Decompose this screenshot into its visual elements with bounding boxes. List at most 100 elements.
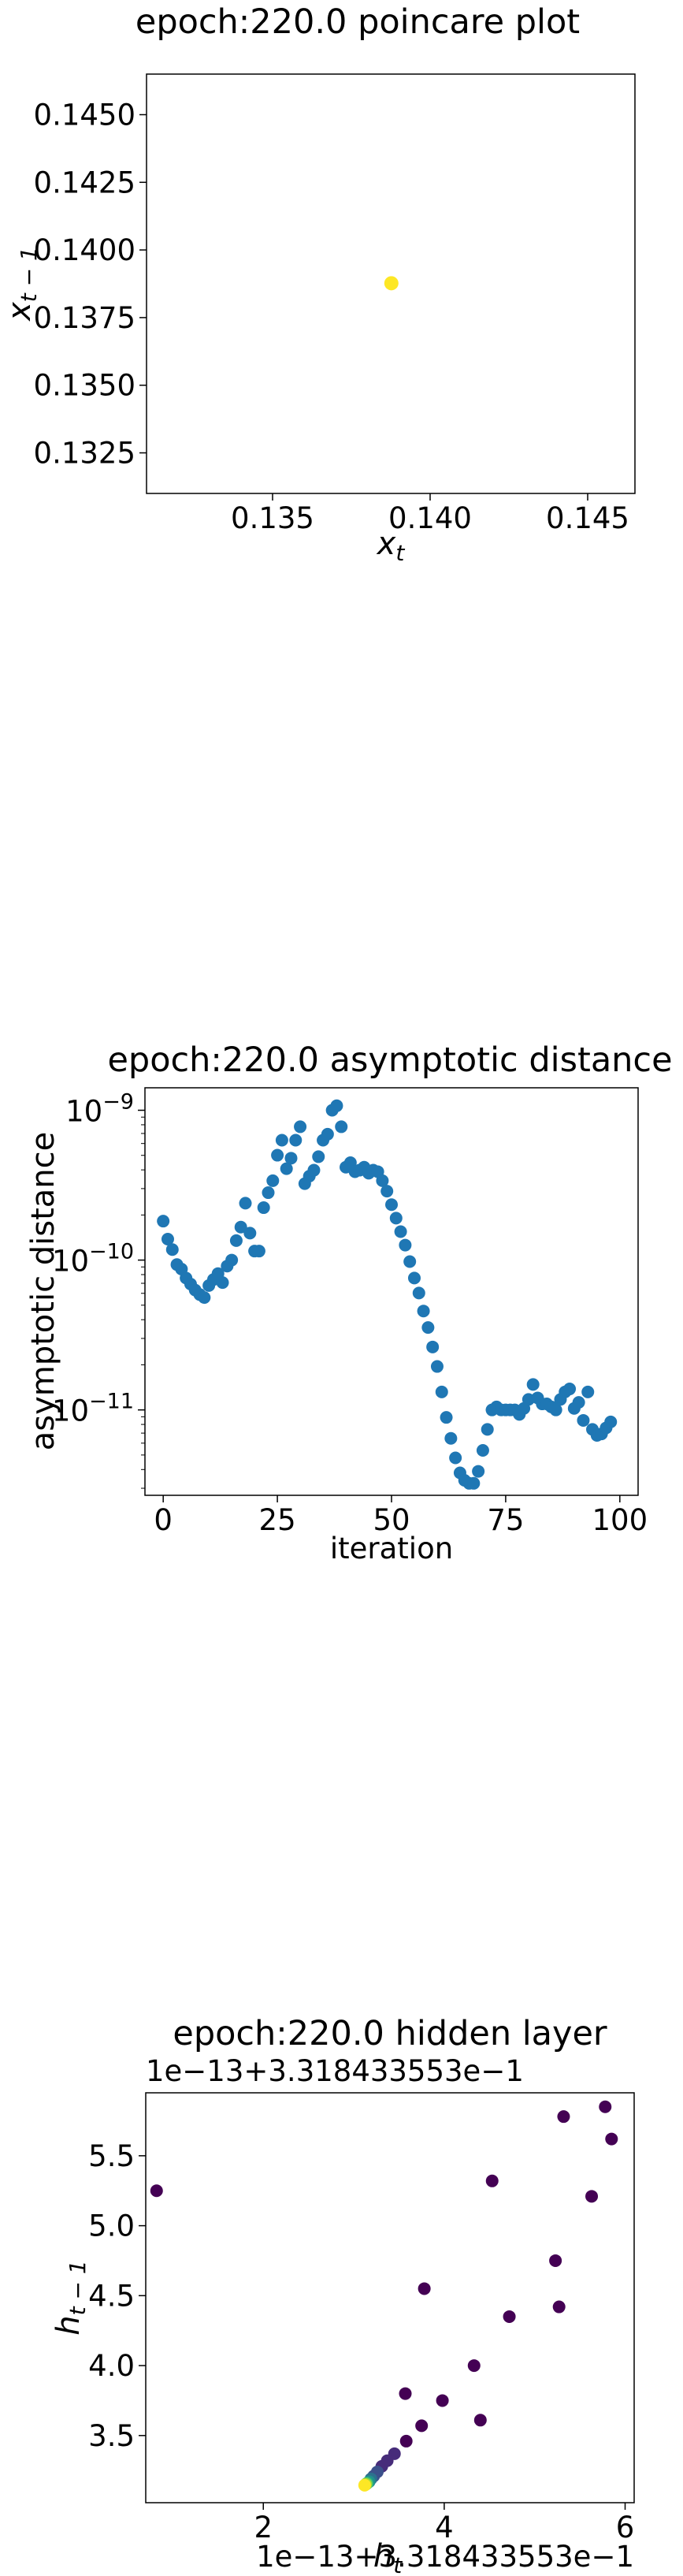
asymptotic-x-tick-label: 75 [487, 1503, 524, 1537]
poincare-plot-area [146, 73, 636, 494]
hidden-layer-point [503, 2310, 516, 2323]
asymptotic-point [417, 1305, 430, 1318]
hidden-layer-point [399, 2387, 412, 2400]
asymptotic-point [440, 1411, 453, 1424]
poincare-y-tick-label: 0.1450 [34, 98, 135, 132]
asymptotic-point [257, 1201, 270, 1215]
asymptotic-point [312, 1150, 325, 1163]
asymptotic-point [472, 1465, 485, 1478]
asymptotic-point [563, 1383, 577, 1396]
hidden-layer-point [358, 2478, 371, 2492]
asymptotic-point [161, 1232, 174, 1245]
asymptotic-x-label: iteration [330, 1532, 453, 1565]
hidden-layer-point [473, 2414, 487, 2427]
asymptotic-point [399, 1238, 412, 1252]
asymptotic-points [157, 1099, 618, 1490]
poincare-x-ticks: 0.135 0.140 0.145 [231, 493, 629, 535]
hidden-layer-point [436, 2394, 449, 2407]
asymptotic-point [266, 1174, 280, 1187]
hidden-layer-y-tick-label: 5.0 [88, 2209, 135, 2243]
asymptotic-point [330, 1099, 343, 1112]
hidden-layer-point [150, 2184, 163, 2198]
hidden-layer-point [467, 2359, 481, 2373]
hidden-layer-x-tick-label: 4 [435, 2511, 454, 2544]
asymptotic-point [430, 1360, 444, 1373]
asymptotic-point [234, 1220, 247, 1234]
asymptotic-point [407, 1271, 421, 1285]
asymptotic-point [216, 1276, 229, 1290]
hidden-layer-point [552, 2300, 566, 2314]
hidden-layer-title: epoch:220.0 hidden layer [173, 2014, 607, 2053]
poincare-chart: epoch:220.0 poincare plot 0.135 0.140 0.14… [2, 2, 636, 566]
poincare-title: epoch:220.0 poincare plot [135, 2, 580, 42]
hidden-layer-x-tick-label: 6 [616, 2511, 635, 2544]
poincare-y-tick-label: 0.1400 [34, 233, 135, 267]
poincare-y-ticks: 0.1325 0.1350 0.1375 0.1400 0.1425 0.1450 [34, 98, 147, 471]
asymptotic-x-tick-label: 50 [373, 1503, 410, 1537]
asymptotic-point [426, 1340, 440, 1353]
asymptotic-point [239, 1197, 252, 1210]
asymptotic-point [581, 1385, 595, 1398]
poincare-y-tick-label: 0.1425 [34, 166, 135, 199]
hidden-layer-chart: epoch:220.0 hidden layer 1e−13+3.3184335… [50, 2014, 635, 2576]
hidden-layer-point [549, 2254, 562, 2267]
asymptotic-point [252, 1245, 265, 1258]
asymptotic-point [225, 1253, 239, 1267]
asymptotic-y-tick-label: 10−11 [52, 1390, 134, 1428]
asymptotic-point [444, 1431, 458, 1445]
asymptotic-point [307, 1163, 321, 1177]
asymptotic-title: epoch:220.0 asymptotic distance [107, 1040, 672, 1080]
hidden-layer-point [418, 2282, 431, 2295]
asymptotic-point [403, 1255, 417, 1268]
asymptotic-point [385, 1198, 398, 1212]
asymptotic-distance-chart: epoch:220.0 asymptotic distance 0 25 50 75 1… [25, 1040, 673, 1565]
asymptotic-x-tick-label: 25 [259, 1503, 296, 1537]
hidden-layer-point [599, 2100, 612, 2113]
asymptotic-point [157, 1215, 170, 1228]
hidden-layer-y-tick-label: 3.5 [88, 2419, 135, 2453]
asymptotic-point [572, 1396, 585, 1409]
asymptotic-point [294, 1120, 307, 1134]
asymptotic-point [380, 1185, 394, 1198]
asymptotic-point [198, 1291, 211, 1305]
asymptotic-plot-area [144, 1087, 639, 1496]
hidden-layer-y-tick-label: 4.0 [88, 2349, 135, 2383]
asymptotic-point [394, 1225, 407, 1238]
hidden-layer-point [605, 2132, 618, 2146]
poincare-y-tick-label: 0.1375 [34, 301, 135, 335]
asymptotic-point [280, 1162, 293, 1175]
asymptotic-x-tick-label: 0 [154, 1503, 173, 1537]
asymptotic-y-label: asymptotic distance [25, 1132, 61, 1451]
hidden-layer-x-ticks: 2 4 6 [254, 2503, 634, 2544]
hidden-layer-points [150, 2100, 618, 2492]
asymptotic-point [284, 1152, 298, 1165]
hidden-layer-y-tick-label: 5.5 [88, 2139, 135, 2173]
asymptotic-point [449, 1451, 462, 1465]
asymptotic-point [577, 1413, 590, 1427]
asymptotic-point [435, 1385, 448, 1398]
hidden-layer-point [557, 2110, 570, 2124]
asymptotic-point [289, 1134, 303, 1147]
poincare-x-tick-label: 0.140 [388, 501, 472, 535]
asymptotic-point [321, 1127, 334, 1141]
asymptotic-point [262, 1186, 275, 1200]
hidden-layer-point [415, 2419, 429, 2433]
hidden-layer-plot-area [145, 2092, 635, 2503]
asymptotic-point [467, 1476, 481, 1490]
asymptotic-point [389, 1212, 403, 1225]
hidden-layer-point [399, 2434, 413, 2448]
poincare-point [384, 276, 399, 291]
asymptotic-point [275, 1134, 288, 1147]
poincare-points [384, 276, 399, 291]
asymptotic-point [243, 1227, 257, 1240]
asymptotic-y-tick-label: 10−9 [65, 1090, 134, 1129]
asymptotic-point [412, 1286, 425, 1300]
asymptotic-point [271, 1148, 284, 1162]
asymptotic-point [229, 1234, 243, 1247]
poincare-y-tick-label: 0.1350 [34, 369, 135, 403]
asymptotic-point [421, 1321, 435, 1335]
asymptotic-y-ticks: 10−9 10−10 10−11 [52, 1090, 145, 1489]
poincare-x-tick-label: 0.145 [546, 501, 629, 535]
hidden-layer-offset-top: 1e−13+3.318433553e−1 [146, 2054, 524, 2088]
